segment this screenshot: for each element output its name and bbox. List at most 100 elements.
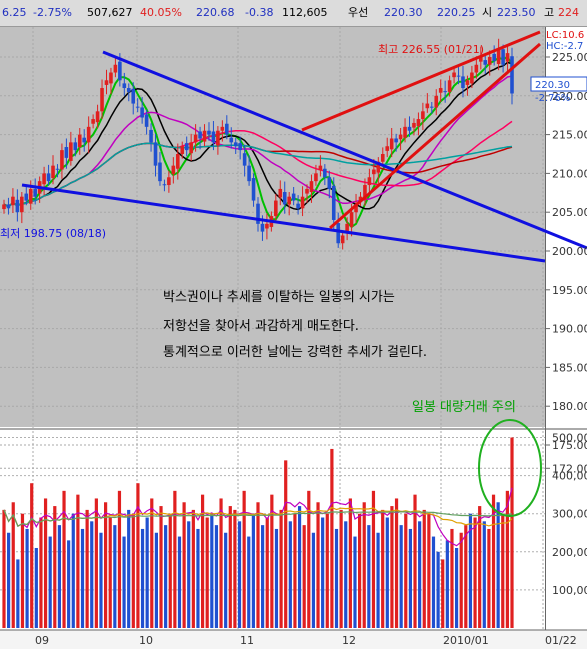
last-change: -0.38	[245, 6, 274, 19]
volume-bar	[353, 536, 357, 628]
volume-bar	[182, 502, 186, 628]
change-pct: -2.75%	[33, 6, 72, 19]
candle-body	[11, 196, 15, 206]
candle-body	[131, 88, 136, 104]
price-volume-chart: 225.00 220.00 215.00 210.00 205.00 200.00 195.…	[0, 27, 587, 649]
candle-body	[505, 53, 510, 62]
price-tick-label: 225.00	[552, 51, 587, 64]
volume-bar	[210, 513, 214, 628]
candle-body	[207, 130, 211, 135]
volume-bar	[224, 532, 228, 628]
volume-bar	[43, 498, 48, 628]
volume-bar	[344, 521, 348, 628]
volume-bar	[427, 513, 431, 628]
candle-body	[291, 193, 296, 201]
volume-bar	[436, 551, 440, 628]
trendlines	[21, 30, 587, 263]
volume-bar	[316, 502, 320, 628]
volume-bar	[487, 528, 491, 628]
candle-body	[278, 188, 283, 198]
volume-bar	[200, 494, 205, 628]
volume-bar	[99, 532, 103, 628]
candle-body	[33, 188, 37, 197]
candle-body	[171, 165, 176, 175]
candle-body	[238, 143, 242, 151]
note-line-3: 통계적으로 이러한 날에는 강력한 추세가 걸린다.	[163, 345, 427, 360]
candle-body	[470, 72, 474, 84]
volume-bar	[468, 513, 473, 628]
volume-bar	[274, 528, 279, 628]
moving-average-line	[3, 142, 513, 208]
volume-bar	[445, 540, 449, 628]
price-tick-label: 195.00	[552, 284, 587, 297]
volume-bar	[454, 547, 459, 628]
volume-bar	[381, 509, 385, 628]
volume-bar	[311, 532, 316, 628]
volume-tick-label: 200,00	[552, 546, 587, 559]
volume-bar	[34, 547, 38, 628]
volume-bar	[284, 460, 288, 628]
candle-body	[153, 142, 158, 166]
candle-body	[287, 196, 291, 205]
volume-bar	[94, 498, 98, 628]
candle-body	[274, 200, 278, 217]
volume-bar	[131, 513, 135, 628]
price-tick-label: 210.00	[552, 167, 587, 180]
volume-bar	[302, 525, 306, 628]
date-tick-label: 10	[139, 634, 153, 647]
candle-body	[60, 150, 64, 170]
volume-tick-label: 400,00	[552, 470, 587, 483]
candle-body	[492, 53, 496, 61]
volume-bar	[358, 513, 362, 628]
candle-body	[474, 64, 479, 73]
candle-body	[300, 196, 305, 209]
volume-bar	[30, 483, 34, 628]
candle-body	[265, 223, 269, 229]
date-tick-label: 09	[35, 634, 49, 647]
date-axis-bg	[0, 630, 587, 649]
candle-body	[385, 146, 390, 151]
current-price-label: 220.30	[535, 80, 570, 91]
volume-bar	[2, 509, 6, 628]
volume-bar	[339, 509, 343, 628]
candle-body	[73, 142, 78, 151]
candle-body	[122, 83, 127, 89]
candle-body	[309, 181, 314, 193]
volume-bar	[117, 490, 122, 628]
candle-body	[483, 60, 488, 65]
candle-body	[380, 154, 385, 162]
ask-price: 220.25	[437, 6, 476, 19]
candle-body	[24, 193, 29, 201]
candle-body	[175, 154, 180, 169]
price-axis-labels: 225.00 220.00 215.00 210.00 205.00 200.00 195.…	[545, 51, 587, 475]
volume-bar	[90, 521, 94, 628]
candle-body	[407, 126, 412, 131]
candle-body	[184, 143, 189, 151]
volume-bar	[145, 517, 149, 628]
volume-bar	[265, 517, 269, 628]
candle-body	[425, 103, 430, 109]
current-price-box	[530, 76, 587, 92]
candle-body	[211, 131, 216, 143]
volume-bar	[104, 502, 108, 628]
candle-body	[358, 196, 363, 202]
volume-bar	[62, 490, 66, 628]
volume-bar	[362, 502, 366, 628]
volume-axis-bg	[545, 430, 587, 630]
candle-body	[100, 88, 104, 112]
volume-bar	[67, 540, 71, 628]
volume-bar	[367, 525, 371, 628]
candle-body	[372, 169, 376, 175]
volume-bar	[334, 528, 339, 628]
volume-bar	[214, 525, 219, 628]
volume-bar	[501, 513, 505, 628]
volume-bar	[404, 513, 408, 628]
candle-body	[86, 126, 91, 143]
candle-body	[447, 80, 452, 92]
candle-body	[345, 223, 349, 233]
candle-body	[189, 142, 193, 154]
candle-body	[95, 111, 100, 123]
candle-body	[51, 165, 55, 179]
volume-bar	[261, 525, 265, 628]
